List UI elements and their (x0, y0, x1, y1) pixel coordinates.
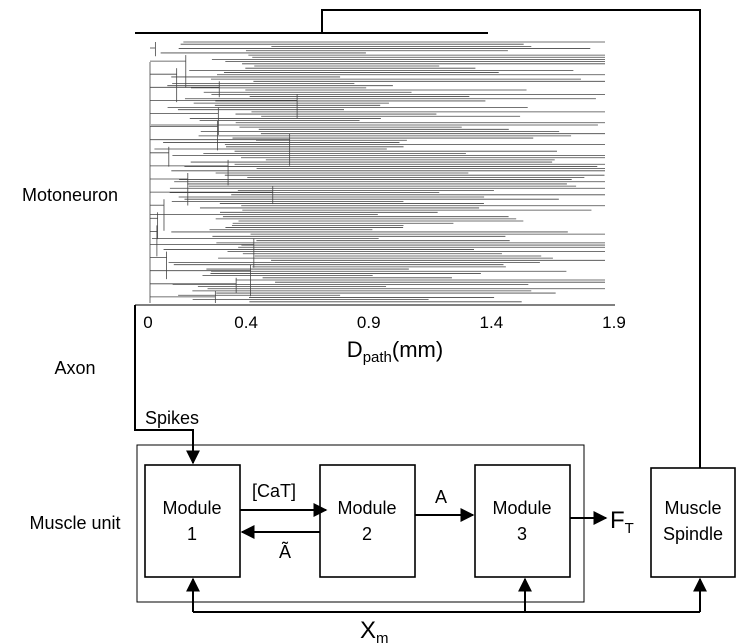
module-box (474, 464, 571, 578)
axis-title-unit: (mm) (392, 337, 443, 362)
tick-label: 0.9 (357, 313, 381, 332)
axis-title: Dpath(mm) (347, 337, 443, 366)
module-label: Module (162, 498, 221, 518)
cat-label: [CaT] (252, 481, 296, 501)
tick-label: 0.4 (234, 313, 258, 332)
tick-label: 1.9 (602, 313, 626, 332)
spikes-label: Spikes (145, 408, 199, 428)
length-sub: m (376, 630, 389, 643)
axon-wire (134, 305, 200, 465)
module-number: 1 (187, 524, 197, 544)
force-main: F (610, 507, 625, 534)
tick-label: 0 (143, 313, 152, 332)
tick-label: 1.4 (480, 313, 504, 332)
module-label: Module (337, 498, 396, 518)
muscle-unit-label: Muscle unit (29, 513, 120, 533)
spindle-label: Spindle (663, 524, 723, 544)
force-label: FT (610, 507, 634, 537)
a-tilde-label: Ã (279, 541, 291, 562)
module-box (144, 464, 241, 578)
force-sub: T (625, 520, 634, 537)
module-box (319, 464, 416, 578)
a-label: A (435, 487, 447, 507)
module-number: 3 (517, 524, 527, 544)
axis-title-main: D (347, 337, 363, 362)
length-main: X (360, 617, 376, 643)
motoneuron-label: Motoneuron (22, 185, 118, 205)
axon-label: Axon (54, 358, 95, 378)
module-label: Module (492, 498, 551, 518)
module-number: 2 (362, 524, 372, 544)
spindle-box (650, 467, 736, 578)
spindle-label: Muscle (664, 498, 721, 518)
axis-ticks: 0 0.4 0.9 1.4 1.9 (143, 313, 626, 332)
dendrogram (149, 41, 605, 303)
muscle-unit-box (136, 444, 585, 603)
feedback-wire (321, 9, 701, 468)
axis-title-sub: path (363, 349, 392, 366)
length-label: Xm (360, 617, 389, 643)
